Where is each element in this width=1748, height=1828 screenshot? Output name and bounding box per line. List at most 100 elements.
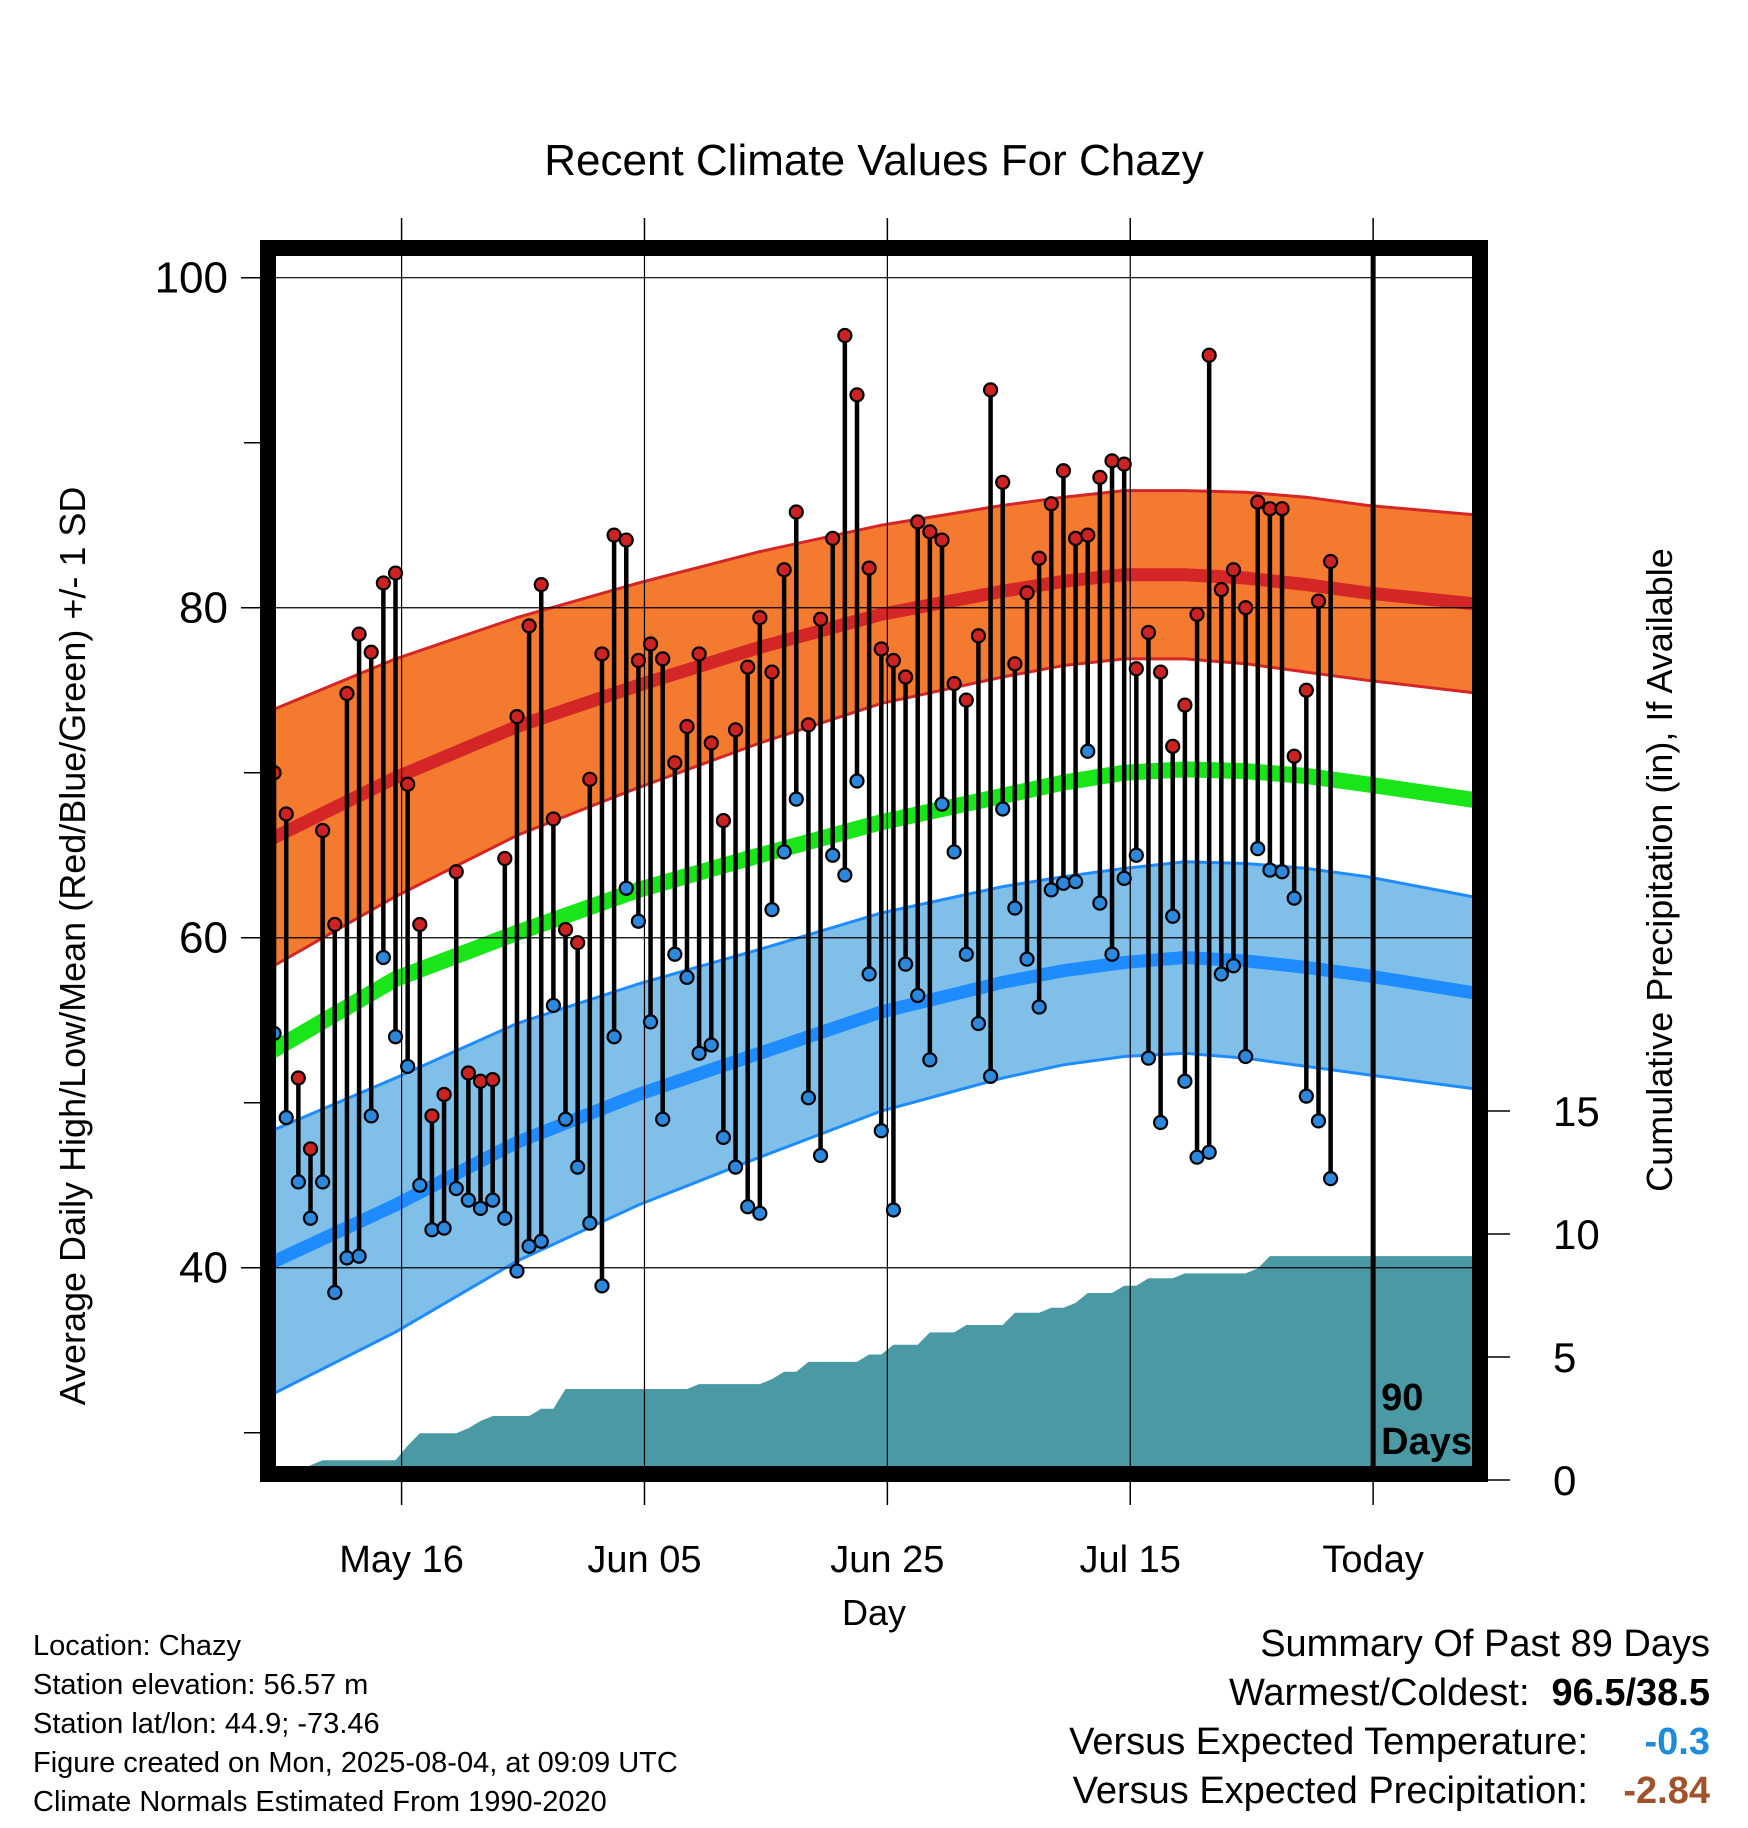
- daily-high-point: [1298, 682, 1314, 698]
- x-tick-label: Jul 15: [1080, 1539, 1181, 1581]
- daily-high-point: [740, 659, 756, 675]
- daily-high-point: [375, 575, 391, 591]
- daily-low-point: [764, 902, 780, 918]
- daily-high-point: [1238, 600, 1254, 616]
- daily-high-point: [545, 811, 561, 827]
- daily-low-point: [570, 1159, 586, 1175]
- elevation-text: Station elevation: 56.57 m: [33, 1669, 369, 1701]
- daily-low-point: [970, 1015, 987, 1032]
- daily-high-point: [934, 532, 950, 548]
- daily-low-point: [1128, 847, 1144, 863]
- daily-low-point: [740, 1199, 756, 1215]
- y2-tick-label: 15: [1553, 1088, 1600, 1135]
- temp-departure-row: Versus Expected Temperature: -0.3: [1069, 1718, 1710, 1767]
- y2-axis-label: Cumulative Precipitation (in), If Availa…: [1639, 548, 1680, 1192]
- daily-high-point: [339, 685, 355, 702]
- daily-low-point: [752, 1205, 768, 1221]
- daily-high-point: [1031, 550, 1047, 566]
- daily-high-point: [1165, 738, 1181, 754]
- daily-high-point: [594, 646, 610, 662]
- daily-low-point: [1067, 874, 1084, 890]
- daily-low-point: [485, 1192, 501, 1208]
- daily-low-point: [1250, 841, 1266, 857]
- daily-high-point: [630, 652, 647, 669]
- daily-low-point: [497, 1210, 513, 1226]
- x-axis-label: Day: [842, 1592, 906, 1633]
- daily-low-point: [1043, 882, 1059, 898]
- warmest-coldest-row: Warmest/Coldest: 96.5/38.5: [1069, 1669, 1710, 1718]
- daily-low-point: [290, 1174, 306, 1190]
- daily-low-point: [302, 1210, 319, 1226]
- daily-low-point: [1262, 862, 1278, 878]
- daily-low-point: [715, 1129, 732, 1145]
- axes: 40 60 80 100 0 5 10 15 May 16 Jun 05 Jun 25 Jul 15 T…: [155, 218, 1600, 1581]
- daily-high-point: [363, 644, 379, 660]
- high-normal-band: [268, 490, 1480, 970]
- daily-high-point: [679, 718, 695, 735]
- daily-low-point: [885, 1202, 902, 1218]
- daily-high-point: [521, 618, 537, 634]
- today-marker-label: 90: [1381, 1377, 1423, 1419]
- daily-low-point: [1213, 966, 1229, 982]
- daily-low-point: [1140, 1050, 1157, 1066]
- daily-high-point: [800, 717, 817, 733]
- daily-low-point: [1201, 1144, 1217, 1160]
- daily-high-point: [618, 532, 634, 548]
- daily-low-point: [387, 1029, 404, 1045]
- daily-high-point: [1323, 553, 1339, 570]
- station-info: Location: Chazy Station elevation: 56.57…: [33, 1627, 678, 1822]
- daily-high-point: [727, 722, 744, 738]
- daily-low-point: [472, 1200, 489, 1216]
- daily-high-point: [873, 641, 889, 657]
- daily-low-point: [995, 801, 1011, 817]
- low-band-lower-edge: [268, 1051, 1480, 1398]
- daily-low-point: [1177, 1073, 1193, 1089]
- daily-low-point: [533, 1233, 549, 1249]
- daily-low-point: [837, 867, 853, 883]
- daily-high-point: [788, 504, 804, 520]
- precip-departure-label: Versus Expected Precipitation:: [1072, 1770, 1588, 1812]
- daily-high-point: [424, 1108, 440, 1124]
- daily-low-point: [1165, 908, 1181, 924]
- high-normal-line: [268, 568, 1480, 847]
- latlon-text: Station lat/lon: 44.9; -73.46: [33, 1708, 380, 1740]
- high-band-upper-edge: [268, 489, 1480, 714]
- daily-high-point: [958, 692, 974, 708]
- y-axis-label: Average Daily High/Low/Mean (Red/Blue/Gr…: [52, 487, 93, 1406]
- x-tick-label: Jun 05: [587, 1539, 701, 1581]
- summary-title: Summary Of Past 89 Days: [1260, 1623, 1710, 1665]
- daily-low-point: [849, 773, 865, 789]
- daily-high-point: [825, 530, 841, 547]
- y-tick-label: 100: [155, 254, 228, 303]
- daily-high-point: [1128, 661, 1144, 677]
- y-tick-label: 80: [179, 584, 228, 633]
- daily-low-point: [436, 1220, 452, 1236]
- daily-low-point: [448, 1180, 464, 1197]
- daily-high-point: [1092, 469, 1108, 485]
- plot-frame: [260, 240, 1488, 1482]
- daily-high-point: [691, 646, 707, 662]
- daily-high-point: [1274, 501, 1290, 517]
- daily-high-point: [1153, 664, 1169, 680]
- daily-low-point: [412, 1177, 428, 1193]
- daily-high-point: [946, 676, 962, 692]
- daily-high-point: [995, 474, 1011, 490]
- daily-high-point: [387, 565, 404, 581]
- daily-low-point: [1055, 875, 1072, 891]
- daily-low-point: [861, 966, 877, 982]
- y2-tick-label: 10: [1553, 1211, 1600, 1258]
- y-tick-label: 60: [179, 914, 228, 963]
- daily-high-point: [655, 651, 671, 667]
- daily-high-point: [1080, 527, 1096, 543]
- daily-high-point: [278, 806, 294, 822]
- summary-panel: Summary Of Past 89 Days Warmest/Coldest:…: [1069, 1620, 1710, 1816]
- daily-high-point: [897, 669, 914, 685]
- daily-high-point: [861, 560, 877, 576]
- x-tick-label: May 16: [339, 1539, 464, 1581]
- daily-high-point: [472, 1073, 489, 1089]
- daily-low-point: [934, 796, 950, 812]
- daily-low-point: [655, 1111, 671, 1127]
- daily-low-point: [788, 791, 804, 807]
- low-normal-line: [268, 950, 1480, 1271]
